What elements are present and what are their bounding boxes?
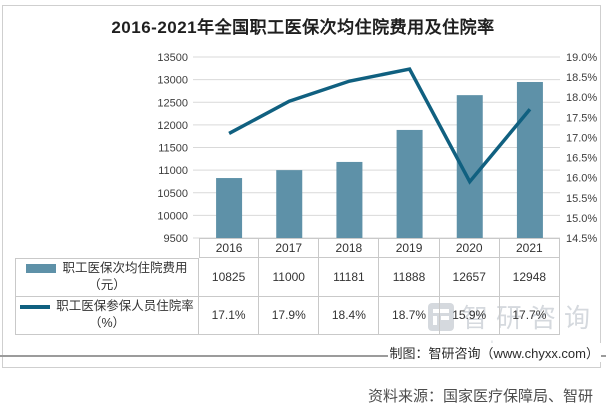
- left-axis-tick: 10500: [157, 188, 188, 200]
- legend-cost-row: 职工医保次均住院费用 （元）: [15, 258, 199, 297]
- left-axis-tick: 11500: [158, 143, 188, 155]
- table-cell: 15.9%: [439, 296, 500, 335]
- table-cell: 18.4%: [319, 296, 380, 335]
- table-cell: 10825: [199, 258, 260, 297]
- credit-line: 制图：智研咨询（www.chyxx.com）: [387, 343, 601, 362]
- right-axis-tick: 15.0%: [566, 213, 597, 225]
- right-axis-tick: 15.5%: [566, 193, 597, 205]
- table-cell: 17.7%: [499, 296, 560, 335]
- left-axis-tick: 12000: [157, 120, 188, 132]
- year-header: 2017: [259, 238, 320, 258]
- table-cell: 17.1%: [199, 296, 260, 335]
- legend-rate-unit: （%）: [88, 316, 126, 331]
- bar-2016[interactable]: [216, 178, 243, 238]
- table-cell: 11000: [259, 258, 320, 297]
- legend-cost-label: 职工医保次均住院费用: [62, 261, 188, 276]
- year-header: 2018: [319, 238, 380, 258]
- table-cell: 18.7%: [379, 296, 440, 335]
- legend-cost-unit: （元）: [88, 278, 126, 293]
- right-axis-tick: 19.0%: [566, 52, 597, 64]
- left-axis-tick: 12500: [157, 97, 188, 109]
- right-axis-tick: 17.0%: [566, 132, 597, 144]
- left-axis-tick: 9500: [164, 233, 188, 245]
- left-axis-tick: 11000: [158, 165, 188, 177]
- chart-title: 2016-2021年全国职工医保次均住院费用及住院率: [111, 18, 495, 37]
- right-axis-tick: 18.5%: [566, 72, 597, 84]
- table-cell: 11181: [319, 258, 380, 297]
- legend-rate-label: 职工医保参保人员住院率: [56, 299, 194, 314]
- right-axis-tick: 18.0%: [566, 92, 597, 104]
- bar-2017[interactable]: [276, 170, 303, 238]
- year-header: 2019: [379, 238, 440, 258]
- bar-2018[interactable]: [336, 161, 363, 238]
- bar-series-swatch-icon: [26, 264, 57, 274]
- watermark-brand: 智研咨询: [462, 303, 599, 333]
- year-header: 2021: [499, 238, 560, 258]
- year-header: 2020: [439, 238, 500, 258]
- table-cell: 17.9%: [259, 296, 320, 335]
- data-table: 2016 2017 2018 2019 2020 2021 职工医保次均住院费用…: [15, 238, 560, 335]
- chart-border-box: [2, 5, 601, 368]
- line-series-swatch-icon: [20, 304, 51, 309]
- watermark-logo-icon: [428, 302, 454, 331]
- right-axis-tick: 14.5%: [566, 233, 597, 245]
- source-line: 资料来源：国家医疗保障局、智研: [368, 388, 594, 405]
- right-axis-tick: 17.5%: [566, 112, 597, 124]
- bar-2021[interactable]: [516, 81, 543, 238]
- year-header: 2016: [199, 238, 260, 258]
- right-axis-tick: 16.5%: [566, 153, 597, 165]
- table-cell: 12948: [499, 258, 560, 297]
- left-axis-tick: 13000: [157, 75, 188, 87]
- table-cell: 11888: [379, 258, 440, 297]
- left-axis-tick: 13500: [157, 52, 188, 64]
- right-axis-tick: 16.0%: [566, 173, 597, 185]
- bar-2019[interactable]: [396, 129, 423, 238]
- rate-line[interactable]: [228, 67, 532, 185]
- legend-rate-row: 职工医保参保人员住院率 （%）: [15, 296, 199, 335]
- bottom-divider-rule: [0, 355, 606, 357]
- left-axis-tick: 10000: [157, 210, 188, 222]
- table-cell: 12657: [439, 258, 500, 297]
- table-corner-spacer: [15, 238, 199, 258]
